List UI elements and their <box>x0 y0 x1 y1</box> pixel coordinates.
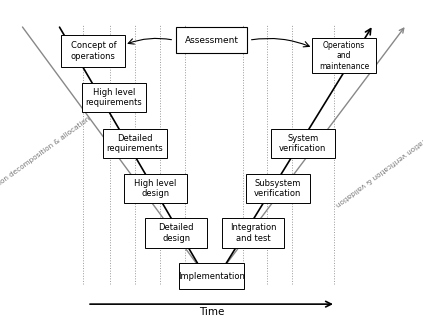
Text: Definition decomposition & allocation: Definition decomposition & allocation <box>0 115 92 200</box>
FancyBboxPatch shape <box>103 129 167 158</box>
FancyBboxPatch shape <box>222 219 284 248</box>
FancyBboxPatch shape <box>246 174 310 203</box>
FancyBboxPatch shape <box>271 129 335 158</box>
Text: Implementation: Implementation <box>178 272 245 281</box>
Text: Subsystem
verification: Subsystem verification <box>254 179 302 198</box>
FancyBboxPatch shape <box>312 38 376 73</box>
Text: Integration verification & validation: Integration verification & validation <box>335 126 423 207</box>
Text: Operations
and
maintenance: Operations and maintenance <box>319 41 369 71</box>
Text: Time: Time <box>199 306 224 315</box>
Text: System
verification: System verification <box>279 134 327 153</box>
FancyBboxPatch shape <box>82 83 146 112</box>
FancyBboxPatch shape <box>179 263 244 289</box>
FancyBboxPatch shape <box>61 35 126 67</box>
Text: High level
requirements: High level requirements <box>86 88 143 107</box>
FancyBboxPatch shape <box>176 27 247 53</box>
Text: High level
design: High level design <box>135 179 177 198</box>
Text: Concept of
operations: Concept of operations <box>71 41 116 61</box>
Text: Detailed
design: Detailed design <box>159 223 194 243</box>
Text: Integration
and test: Integration and test <box>230 223 276 243</box>
FancyBboxPatch shape <box>124 174 187 203</box>
FancyBboxPatch shape <box>145 219 207 248</box>
Text: Detailed
requirements: Detailed requirements <box>107 134 163 153</box>
Text: Assessment: Assessment <box>184 36 239 45</box>
